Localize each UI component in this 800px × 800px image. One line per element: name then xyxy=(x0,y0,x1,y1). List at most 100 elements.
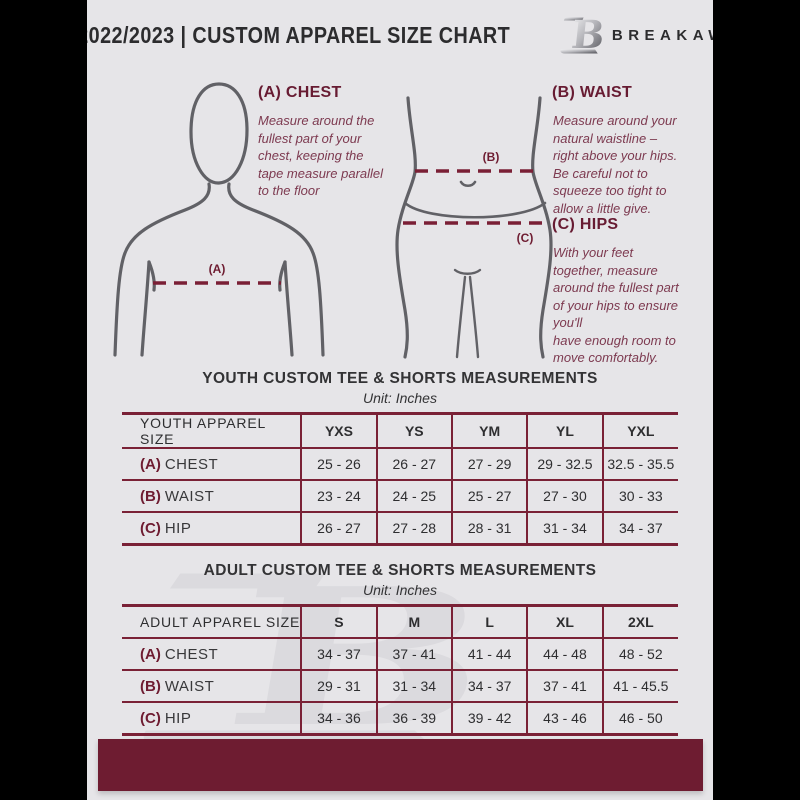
column-header: YXL xyxy=(601,413,678,448)
row-name: CHEST xyxy=(164,455,219,473)
measurement-cell: 31 - 34 xyxy=(375,670,452,702)
measurement-cell: 39 - 42 xyxy=(450,702,528,735)
youth-table-unit: Unit: Inches xyxy=(363,390,437,406)
measurement-cell: 25 - 27 xyxy=(450,480,528,512)
hips-guide-heading: (C) HIPS xyxy=(552,216,619,233)
youth-size-table: YOUTH APPAREL SIZE YXS YS YM YL YXL (A) C… xyxy=(122,412,678,546)
measurement-cell: 25 - 26 xyxy=(300,448,377,480)
measurement-cell: 29 - 31 xyxy=(300,670,377,702)
column-header: YS xyxy=(375,413,452,448)
label-a-on-figure: (A) xyxy=(209,262,226,276)
measurement-cell: 37 - 41 xyxy=(526,670,603,702)
chest-guide-heading: (A) CHEST xyxy=(258,84,342,101)
measurement-cell: 34 - 37 xyxy=(300,638,377,670)
measurement-cell: 29 - 32.5 xyxy=(526,448,603,480)
table-header-row: ADULT APPAREL SIZE S M L XL 2XL xyxy=(122,605,678,638)
lower-body-figure xyxy=(395,96,553,359)
column-header: XL xyxy=(526,605,603,638)
column-header: YL xyxy=(526,413,603,448)
size-chart-page: B 2022/2023 | CUSTOM APPAREL SIZE CHART xyxy=(87,0,713,800)
row-name: CHEST xyxy=(164,645,219,663)
measurement-cell: 34 - 37 xyxy=(450,670,528,702)
body-measurement-figures: (A) (B) (C) xyxy=(113,82,553,359)
measurement-cell: 36 - 39 xyxy=(375,702,452,735)
row-label-cell: (C) HIP xyxy=(122,702,301,735)
measurement-cell: 24 - 25 xyxy=(375,480,452,512)
measurement-cell: 34 - 36 xyxy=(300,702,377,735)
row-name: WAIST xyxy=(164,487,215,505)
measurement-cell: 27 - 28 xyxy=(375,512,452,545)
measurement-cell: 26 - 27 xyxy=(375,448,452,480)
waist-guide-heading: (B) WAIST xyxy=(552,84,633,101)
adult-table-title: ADULT CUSTOM TEE & SHORTS MEASUREMENTS xyxy=(203,562,597,579)
table-row: (C) HIP 34 - 36 36 - 39 39 - 42 43 - 46 4… xyxy=(122,702,678,735)
row-letter: (A) xyxy=(140,645,161,663)
measurement-cell: 37 - 41 xyxy=(375,638,452,670)
label-b-on-figure: (B) xyxy=(483,150,500,164)
measurement-cell: 41 - 45.5 xyxy=(601,670,678,702)
measurement-cell: 30 - 33 xyxy=(601,480,678,512)
row-letter: (B) xyxy=(140,677,161,695)
brand-lockup: B BREAKAWAY xyxy=(559,13,713,57)
table-header-row: YOUTH APPAREL SIZE YXS YS YM YL YXL xyxy=(122,413,678,448)
column-header: YM xyxy=(450,413,528,448)
label-c-on-figure: (C) xyxy=(517,231,534,245)
table-row: (B) WAIST 23 - 24 24 - 25 25 - 27 27 - 30… xyxy=(122,480,678,512)
table-row: (B) WAIST 29 - 31 31 - 34 34 - 37 37 - 41… xyxy=(122,670,678,702)
measurement-cell: 32.5 - 35.5 xyxy=(601,448,678,480)
row-label-cell: (A) CHEST xyxy=(122,638,301,670)
hips-guide-text: With your feet together, measure around … xyxy=(553,245,679,366)
column-header: M xyxy=(375,605,452,638)
measurement-dashed-lines xyxy=(153,169,548,285)
measurement-guide-section: (A) (B) (C) (A) CHEST Measure around the… xyxy=(87,70,713,370)
measurement-cell: 48 - 52 xyxy=(601,638,678,670)
row-letter: (C) xyxy=(140,709,161,727)
column-header: S xyxy=(300,605,377,638)
youth-measurements-block: YOUTH CUSTOM TEE & SHORTS MEASUREMENTS U… xyxy=(87,370,713,546)
row-label-cell: (C) HIP xyxy=(122,512,301,545)
measurement-cell: 27 - 30 xyxy=(526,480,603,512)
youth-table-title: YOUTH CUSTOM TEE & SHORTS MEASUREMENTS xyxy=(202,370,598,387)
figure-letter-labels: (A) (B) (C) xyxy=(209,150,534,276)
measurement-cell: 43 - 46 xyxy=(526,702,603,735)
row-letter: (A) xyxy=(140,455,161,473)
brand-name: BREAKAWAY xyxy=(611,26,713,44)
measurement-cell: 41 - 44 xyxy=(450,638,528,670)
table-row: (C) HIP 26 - 27 27 - 28 28 - 31 31 - 34 3… xyxy=(122,512,678,545)
maroon-footer-bar xyxy=(98,739,703,791)
column-header: L xyxy=(450,605,528,638)
column-header: 2XL xyxy=(601,605,678,638)
breakaway-logo-icon: B xyxy=(560,13,603,57)
row-name: WAIST xyxy=(164,677,215,695)
size-tables-section: YOUTH CUSTOM TEE & SHORTS MEASUREMENTS U… xyxy=(87,370,713,736)
measurement-cell: 28 - 31 xyxy=(450,512,528,545)
chest-guide-text: Measure around the fullest part of your … xyxy=(258,113,384,199)
column-header: YXS xyxy=(300,413,377,448)
measurement-cell: 46 - 50 xyxy=(601,702,678,735)
waist-guide-text: Measure around your natural waistline – … xyxy=(553,113,678,216)
row-name: HIP xyxy=(164,519,192,537)
page-title: 2022/2023 | CUSTOM APPAREL SIZE CHART xyxy=(87,21,511,48)
table-row: (A) CHEST 34 - 37 37 - 41 41 - 44 44 - 48… xyxy=(122,638,678,670)
measurement-cell: 27 - 29 xyxy=(450,448,528,480)
row-label-cell: (A) CHEST xyxy=(122,448,301,480)
measurement-cell: 34 - 37 xyxy=(601,512,678,545)
table-row: (A) CHEST 25 - 26 26 - 27 27 - 29 29 - 32… xyxy=(122,448,678,480)
row-label-cell: (B) WAIST xyxy=(122,480,301,512)
youth-size-column-header: YOUTH APPAREL SIZE xyxy=(140,415,266,447)
measurement-cell: 26 - 27 xyxy=(300,512,377,545)
row-letter: (C) xyxy=(140,519,161,537)
measurement-cell: 44 - 48 xyxy=(526,638,603,670)
upper-body-figure xyxy=(113,82,325,357)
measurement-cell: 23 - 24 xyxy=(300,480,377,512)
row-label-cell: (B) WAIST xyxy=(122,670,301,702)
row-name: HIP xyxy=(164,709,192,727)
adult-measurements-block: ADULT CUSTOM TEE & SHORTS MEASUREMENTS U… xyxy=(87,562,713,736)
adult-table-unit: Unit: Inches xyxy=(363,582,437,598)
page-header: 2022/2023 | CUSTOM APPAREL SIZE CHART B xyxy=(87,0,713,70)
measurement-cell: 31 - 34 xyxy=(526,512,603,545)
adult-size-column-header: ADULT APPAREL SIZE xyxy=(140,614,301,630)
row-letter: (B) xyxy=(140,487,161,505)
adult-size-table: ADULT APPAREL SIZE S M L XL 2XL (A) CHEST… xyxy=(122,604,678,736)
